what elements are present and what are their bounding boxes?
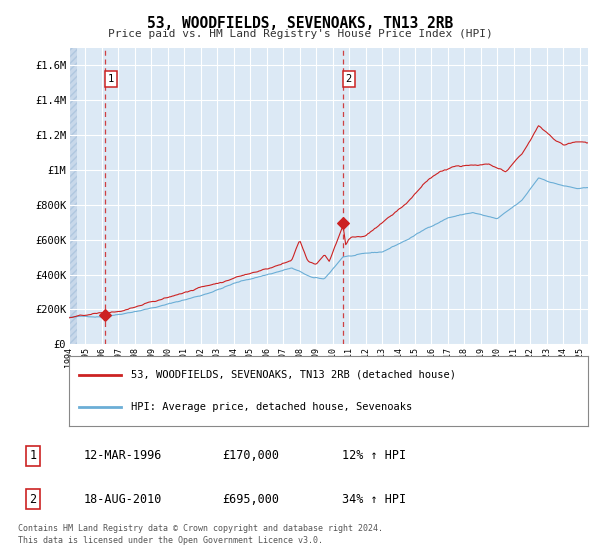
Text: 12-MAR-1996: 12-MAR-1996 — [84, 449, 163, 462]
Text: 1: 1 — [108, 74, 114, 84]
Text: Contains HM Land Registry data © Crown copyright and database right 2024.: Contains HM Land Registry data © Crown c… — [18, 524, 383, 533]
Text: 2: 2 — [29, 493, 37, 506]
Text: HPI: Average price, detached house, Sevenoaks: HPI: Average price, detached house, Seve… — [131, 402, 413, 412]
Text: 34% ↑ HPI: 34% ↑ HPI — [342, 493, 406, 506]
Bar — [69, 48, 77, 344]
Text: 2: 2 — [346, 74, 352, 84]
Text: 53, WOODFIELDS, SEVENOAKS, TN13 2RB: 53, WOODFIELDS, SEVENOAKS, TN13 2RB — [147, 16, 453, 31]
Text: This data is licensed under the Open Government Licence v3.0.: This data is licensed under the Open Gov… — [18, 536, 323, 545]
Point — [338, 218, 348, 227]
Text: 1: 1 — [29, 449, 37, 462]
Text: £695,000: £695,000 — [222, 493, 279, 506]
Text: 12% ↑ HPI: 12% ↑ HPI — [342, 449, 406, 462]
Text: Price paid vs. HM Land Registry's House Price Index (HPI): Price paid vs. HM Land Registry's House … — [107, 29, 493, 39]
Text: 18-AUG-2010: 18-AUG-2010 — [84, 493, 163, 506]
Text: £170,000: £170,000 — [222, 449, 279, 462]
Text: 53, WOODFIELDS, SEVENOAKS, TN13 2RB (detached house): 53, WOODFIELDS, SEVENOAKS, TN13 2RB (det… — [131, 370, 456, 380]
Point — [100, 310, 110, 319]
